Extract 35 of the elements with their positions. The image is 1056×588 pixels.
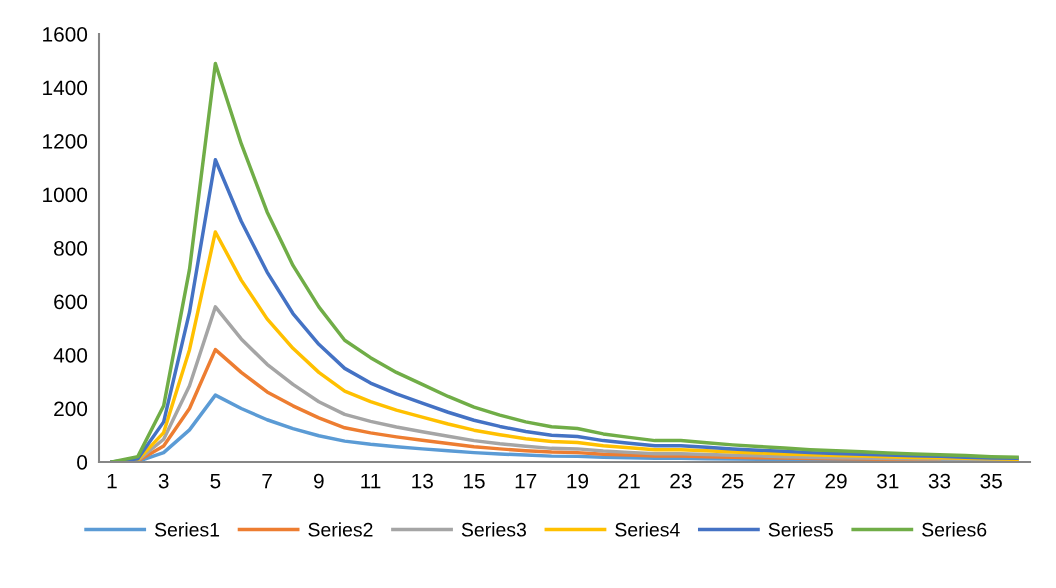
x-tick-label: 21 (618, 473, 640, 489)
x-tick-label: 7 (262, 473, 272, 489)
x-tick-label: 31 (876, 473, 899, 489)
x-tick-label: 19 (567, 473, 589, 489)
x-tick-label: 15 (463, 473, 485, 489)
y-tick-label: 0 (77, 455, 88, 470)
y-tick-label: 600 (54, 294, 88, 310)
x-tick-label: 25 (722, 473, 744, 489)
line-series (110, 157, 1019, 462)
y-tick-label: 1400 (43, 80, 88, 96)
legend-label: Series4 (615, 522, 680, 537)
line-series (110, 61, 1019, 462)
y-tick-label: 800 (54, 241, 88, 256)
x-tick-label: 33 (928, 473, 951, 489)
y-tick-label: 1200 (43, 134, 88, 149)
x-tick-label: 35 (980, 473, 1002, 489)
legend-label: Series3 (461, 522, 526, 537)
x-tick-label: 23 (670, 473, 692, 489)
x-tick-label: 9 (314, 473, 324, 489)
x-tick-label: 1 (107, 473, 117, 489)
x-tick-label: 27 (773, 473, 795, 489)
legend-label: Series6 (922, 522, 987, 537)
x-tick-label: 5 (210, 473, 221, 489)
x-tick-label: 13 (412, 473, 433, 489)
x-tick-label: 3 (158, 473, 169, 489)
legend-label: Series2 (308, 522, 373, 537)
x-tick-label: 17 (515, 473, 537, 489)
legend-label: Series1 (154, 522, 220, 537)
x-tick-label: 29 (825, 473, 847, 489)
y-tick-label: 1600 (43, 27, 88, 42)
y-tick-label: 400 (53, 348, 88, 363)
y-tick-label: 1000 (43, 187, 88, 203)
y-tick-label: 200 (54, 401, 88, 417)
x-tick-label: 11 (361, 473, 381, 489)
legend-label: Series5 (768, 522, 833, 537)
